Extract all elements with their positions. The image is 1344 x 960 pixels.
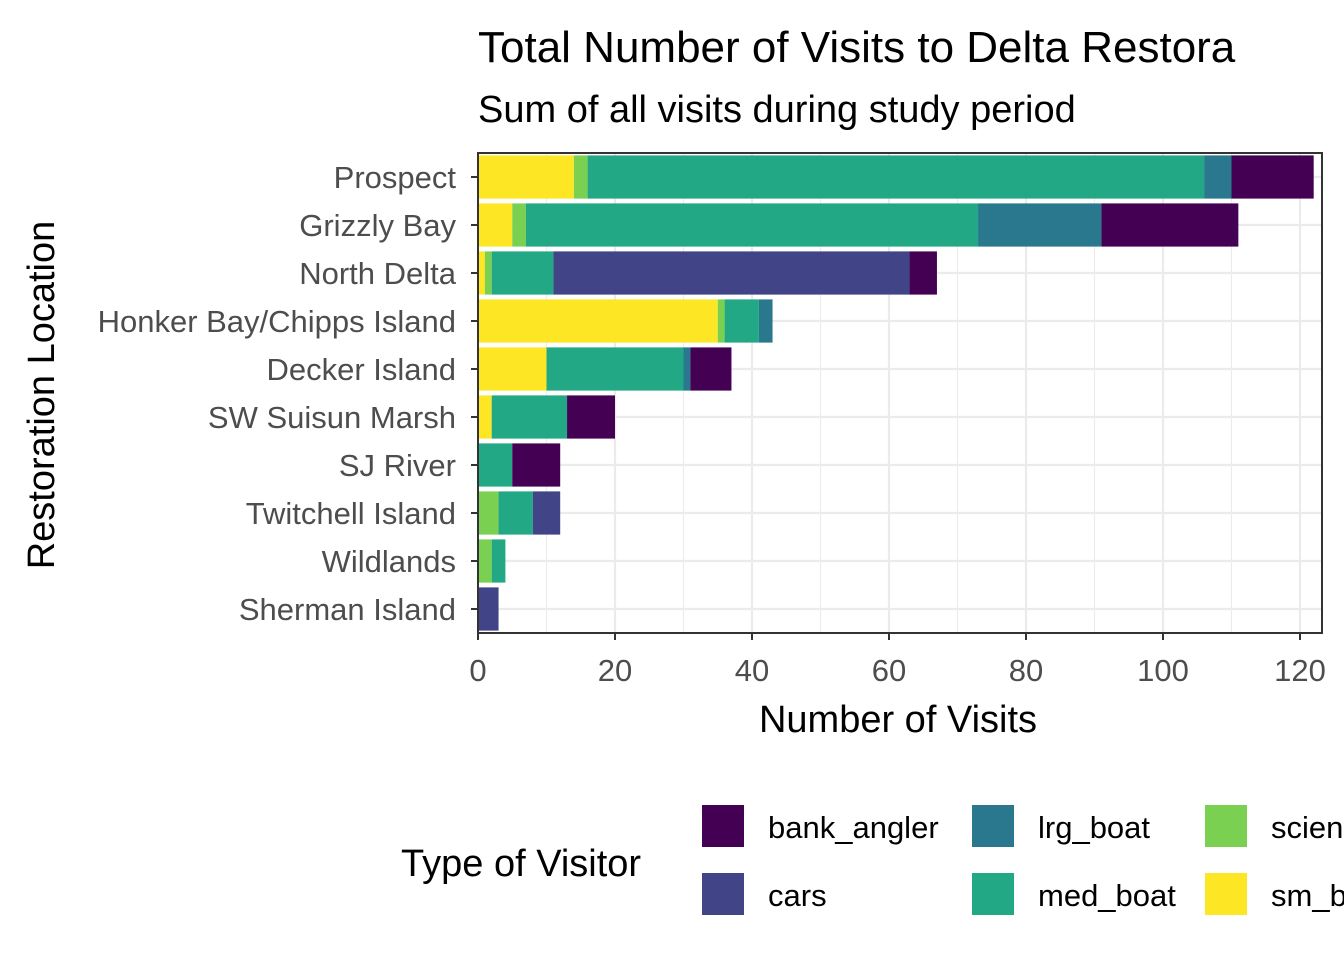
- x-tick-label: 40: [735, 653, 769, 688]
- bar-decker-island-med-boat: [546, 347, 684, 391]
- y-tick-label: SJ River: [339, 448, 456, 483]
- bar-prospect-scien: [573, 155, 588, 199]
- bar-sj-river-bank-angler: [512, 443, 561, 487]
- x-tick-label: 60: [872, 653, 906, 688]
- bar-decker-island-bank-angler: [690, 347, 732, 391]
- bar-prospect-med-boat: [587, 155, 1205, 199]
- bar-north-delta-sm-b: [478, 251, 485, 295]
- legend-label-med-boat: med_boat: [1038, 878, 1176, 913]
- bar-wildlands-scien: [478, 539, 492, 583]
- bar-north-delta-cars: [553, 251, 910, 295]
- bar-sw-suisun-marsh-sm-b: [478, 395, 492, 439]
- x-tick-label: 120: [1274, 653, 1326, 688]
- x-tick-label: 0: [469, 653, 486, 688]
- bar-sw-suisun-marsh-bank-angler: [567, 395, 615, 439]
- chart-subtitle: Sum of all visits during study period: [478, 89, 1076, 131]
- y-tick-label: North Delta: [299, 256, 457, 291]
- bar-honker-bay-chipps-island-med-boat: [724, 299, 759, 343]
- legend-key-bank-angler: [702, 805, 744, 847]
- bar-honker-bay-chipps-island-sm-b: [478, 299, 718, 343]
- bar-prospect-lrg-boat: [1204, 155, 1232, 199]
- bar-decker-island-sm-b: [478, 347, 547, 391]
- y-tick-label: Grizzly Bay: [299, 208, 456, 243]
- bar-grizzly-bay-lrg-boat: [978, 203, 1102, 247]
- chart-title: Total Number of Visits to Delta Restora: [478, 23, 1236, 72]
- bar-north-delta-bank-angler: [909, 251, 937, 295]
- y-tick-label: Decker Island: [266, 352, 456, 387]
- bar-north-delta-scien: [484, 251, 492, 295]
- bar-north-delta-med-boat: [491, 251, 554, 295]
- y-tick-label: Honker Bay/Chipps Island: [98, 304, 456, 339]
- legend-label-cars: cars: [768, 878, 827, 913]
- legend-key-med-boat: [972, 873, 1014, 915]
- x-tick-label: 100: [1137, 653, 1189, 688]
- legend-label-scien: scien: [1271, 810, 1343, 845]
- bar-grizzly-bay-bank-angler: [1101, 203, 1239, 247]
- bar-grizzly-bay-scien: [512, 203, 526, 247]
- y-axis: Sherman Island Wildlands Twitchell Island S…: [98, 160, 478, 627]
- y-tick-label: Sherman Island: [239, 592, 456, 627]
- legend-key-scien: [1205, 805, 1247, 847]
- legend-key-cars: [702, 873, 744, 915]
- y-tick-label: Twitchell Island: [246, 496, 456, 531]
- bar-grizzly-bay-sm-b: [478, 203, 513, 247]
- x-tick-label: 80: [1009, 653, 1043, 688]
- legend-label-sm-b: sm_b: [1271, 878, 1344, 913]
- bar-sw-suisun-marsh-med-boat: [491, 395, 568, 439]
- bar-grizzly-bay-med-boat: [525, 203, 979, 247]
- bar-wildlands-med-boat: [491, 539, 506, 583]
- bar-sherman-island-cars: [478, 587, 499, 631]
- y-axis-title: Restoration Location: [21, 221, 63, 570]
- x-tick-label: 20: [598, 653, 632, 688]
- bar-twitchell-island-scien: [478, 491, 499, 535]
- bar-honker-bay-chipps-island-lrg-boat: [758, 299, 773, 343]
- legend-key-lrg-boat: [972, 805, 1014, 847]
- y-tick-label: Prospect: [334, 160, 457, 195]
- legend-title: Type of Visitor: [401, 843, 641, 885]
- y-tick-label: Wildlands: [322, 544, 456, 579]
- bar-decker-island-lrg-boat: [683, 347, 691, 391]
- bar-twitchell-island-med-boat: [498, 491, 533, 535]
- bar-sj-river-med-boat: [478, 443, 513, 487]
- bar-prospect-sm-b: [478, 155, 574, 199]
- panel-border: [477, 152, 1323, 634]
- legend-label-bank-angler: bank_angler: [768, 810, 939, 845]
- bar-honker-bay-chipps-island-scien: [717, 299, 725, 343]
- y-tick-label: SW Suisun Marsh: [208, 400, 456, 435]
- legend-label-lrg-boat: lrg_boat: [1038, 810, 1150, 845]
- x-axis: 0 20 40 60 80 100 120: [469, 633, 1326, 688]
- x-axis-title: Number of Visits: [759, 699, 1037, 741]
- bar-prospect-bank-angler: [1231, 155, 1314, 199]
- bars: [478, 155, 1314, 631]
- legend-key-sm-b: [1205, 873, 1247, 915]
- bar-twitchell-island-cars: [532, 491, 561, 535]
